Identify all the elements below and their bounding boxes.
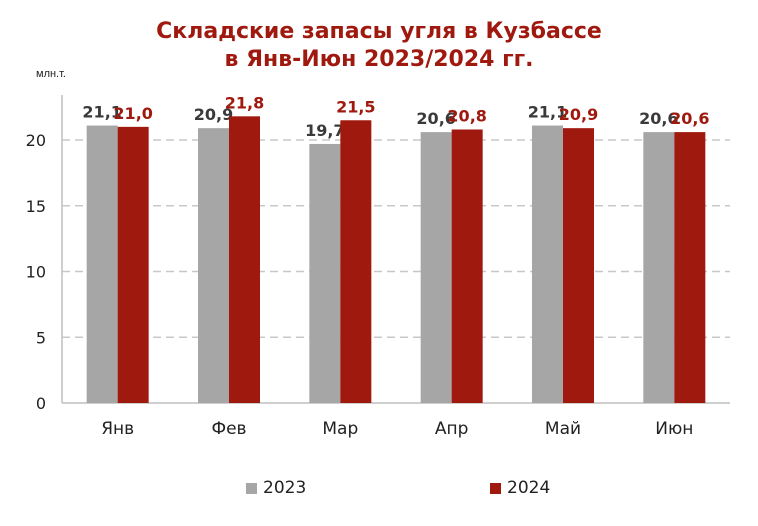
data-label-2024-Мар: 21,5 — [336, 97, 375, 116]
bar-2024-Мар — [340, 120, 372, 404]
data-label-2024-Апр: 20,8 — [447, 106, 486, 125]
y-tick-label-20: 20 — [26, 131, 46, 150]
data-label-2023-Янв: 21,1 — [82, 103, 121, 122]
y-tick-label-15: 15 — [26, 197, 46, 216]
x-tick-label-Янв: Янв — [101, 419, 134, 439]
bar-2024-Июн — [674, 132, 706, 404]
bar-2024-Апр — [451, 129, 483, 404]
y-tick-label-10: 10 — [26, 263, 46, 282]
bar-2024-Май — [563, 128, 594, 404]
bar-2024-Фев — [229, 116, 260, 403]
legend-item-2024: 2024 — [490, 478, 550, 498]
unit-label: млн.т. — [36, 68, 66, 80]
data-label-2023-Мар: 19,7 — [305, 121, 344, 140]
legend-label-2023: 2023 — [263, 478, 307, 498]
legend-label-2024: 2024 — [507, 478, 551, 498]
legend-item-2023: 2023 — [246, 478, 306, 498]
data-label-2024-Янв: 21,0 — [113, 104, 152, 123]
chart-title-line-1: Складские запасы угля в Кузбассе — [156, 19, 602, 44]
data-label-2023-Июн: 20,6 — [639, 109, 678, 128]
bar-2023-Июн — [643, 132, 675, 404]
bar-2023-Май — [532, 125, 563, 403]
x-tick-label-Апр: Апр — [435, 419, 469, 439]
x-tick-label-Фев: Фев — [211, 419, 246, 439]
bar-2023-Янв — [86, 125, 118, 403]
chart-title: Складские запасы угля в Кузбассе в Янв-И… — [0, 18, 758, 74]
x-tick-label-Май: Май — [545, 419, 581, 439]
x-tick-label-Июн: Июн — [655, 419, 693, 439]
data-label-2023-Апр: 20,6 — [416, 109, 455, 128]
data-label-2023-Май: 21,1 — [528, 103, 567, 122]
data-label-2024-Июн: 20,6 — [670, 109, 709, 128]
bar-2023-Фев — [198, 128, 229, 404]
data-label-2023-Фев: 20,9 — [194, 105, 233, 124]
bar-2023-Мар — [309, 143, 341, 403]
data-label-2024-Май: 20,9 — [559, 105, 598, 124]
y-tick-label-0: 0 — [36, 394, 46, 413]
x-tick-label-Мар: Мар — [322, 419, 358, 439]
data-label-2024-Фев: 21,8 — [225, 93, 264, 112]
legend-swatch-2023 — [246, 482, 257, 494]
y-tick-label-5: 5 — [36, 328, 46, 347]
chart-title-line-2: в Янв-Июн 2023/2024 гг. — [224, 47, 534, 72]
bar-2023-Апр — [420, 132, 452, 404]
legend-swatch-2024 — [490, 482, 501, 494]
bar-2024-Янв — [117, 126, 149, 403]
